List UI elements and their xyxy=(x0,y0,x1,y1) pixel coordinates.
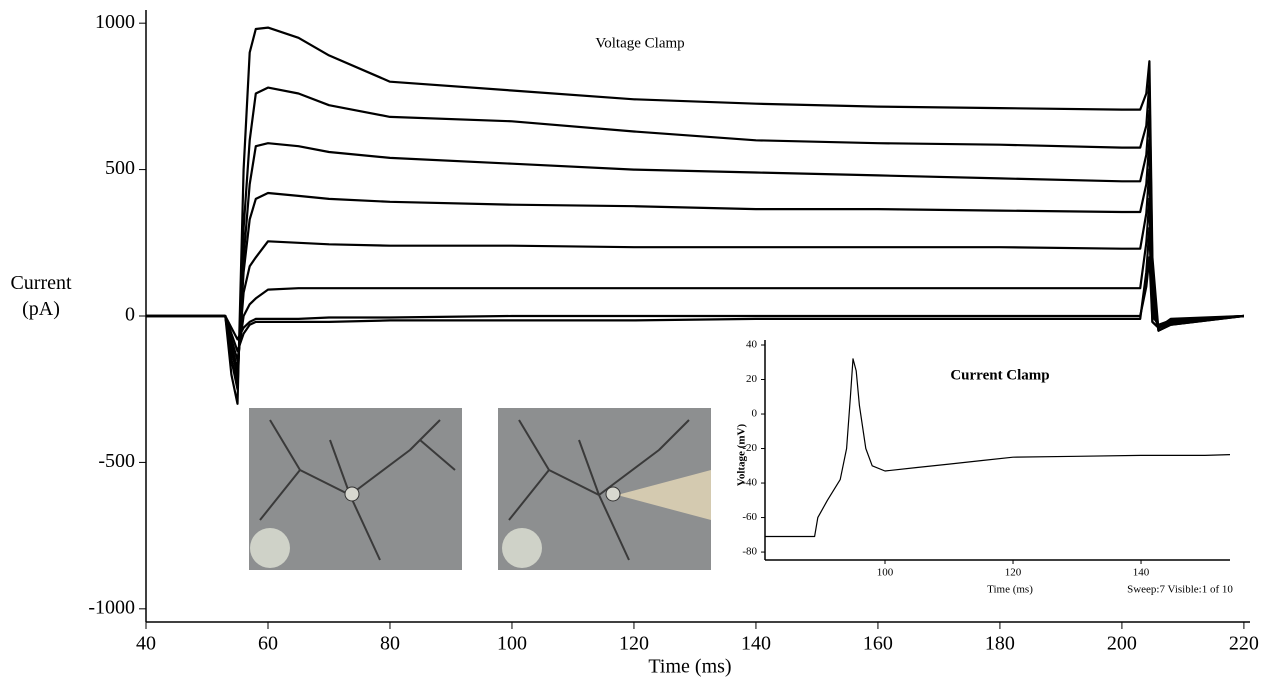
annotation: Sweep:7 Visible:1 of 10 xyxy=(1127,584,1233,596)
x-tick-label: 120 xyxy=(1005,566,1022,578)
trace xyxy=(146,256,1244,341)
chart-title: Voltage Clamp xyxy=(595,35,684,51)
x-tick-label: 100 xyxy=(497,633,527,655)
y-axis-label: Current (pA) xyxy=(10,272,72,320)
x-tick-label: 220 xyxy=(1229,633,1259,655)
x-axis-label: Time (ms) xyxy=(987,584,1033,596)
x-tick-label: 140 xyxy=(1133,566,1150,578)
trace xyxy=(146,197,1244,361)
y-axis-label: Voltage (mV) xyxy=(736,424,748,487)
y-tick-label: -1000 xyxy=(88,596,135,618)
y-tick-label: 1000 xyxy=(95,11,135,33)
chart-title: Current Clamp xyxy=(950,367,1049,383)
soma xyxy=(605,486,621,502)
y-tick-label: 0 xyxy=(125,304,135,326)
x-tick-label: 180 xyxy=(985,633,1015,655)
x-tick-label: 160 xyxy=(863,633,893,655)
pipette xyxy=(617,470,711,520)
x-tick-label: 40 xyxy=(136,633,156,655)
cell-cluster xyxy=(250,528,290,568)
x-tick-label: 200 xyxy=(1107,633,1137,655)
inset-background xyxy=(745,335,1250,600)
micrograph xyxy=(249,408,711,570)
soma xyxy=(344,486,360,502)
x-tick-label: 60 xyxy=(258,633,278,655)
cell-cluster xyxy=(502,528,542,568)
y-tick-label: 20 xyxy=(746,373,758,385)
y-tick-label: -500 xyxy=(98,450,135,472)
y-tick-label: -60 xyxy=(742,511,757,523)
y-tick-label: -20 xyxy=(742,442,757,454)
trace xyxy=(146,168,1244,370)
x-tick-label: 80 xyxy=(380,633,400,655)
trace xyxy=(146,227,1244,353)
x-tick-label: 120 xyxy=(619,633,649,655)
y-tick-label: -40 xyxy=(742,477,757,489)
y-tick-label: 40 xyxy=(746,339,758,351)
x-tick-label: 100 xyxy=(877,566,894,578)
trace xyxy=(765,358,1231,538)
x-axis-label: Time (ms) xyxy=(648,656,731,678)
trace xyxy=(146,139,1244,376)
neurite xyxy=(508,419,690,561)
y-tick-label: 500 xyxy=(105,157,135,179)
y-tick-label: -80 xyxy=(742,546,757,558)
y-tick-label: 0 xyxy=(752,408,758,420)
neurite xyxy=(259,419,456,561)
x-tick-label: 140 xyxy=(741,633,771,655)
